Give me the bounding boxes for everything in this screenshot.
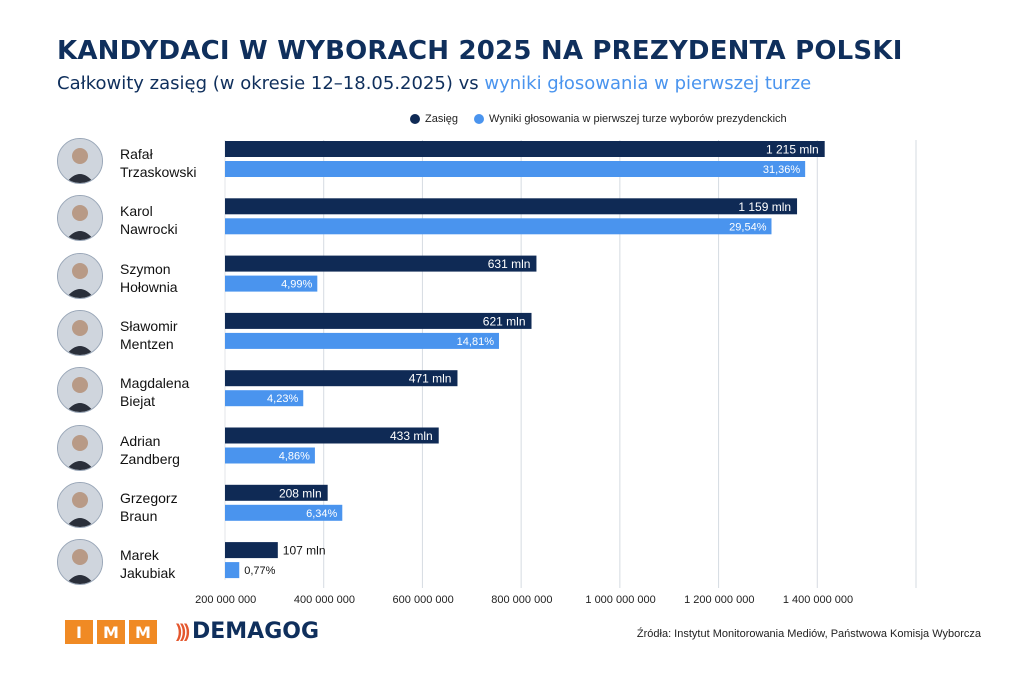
person-photo-icon: [57, 367, 103, 414]
votes-data-label: 29,54%: [729, 221, 767, 233]
candidate-last-name: Mentzen: [120, 335, 174, 352]
subtitle-highlight: wyniki głosowania w pierwszej turze: [484, 73, 812, 94]
reach-bar: [225, 312, 532, 329]
candidate-first-name: Rafał: [120, 146, 153, 162]
votes-data-label: 4,23%: [267, 393, 298, 405]
candidate-last-name: Zandberg: [120, 450, 180, 467]
person-photo-icon: [57, 252, 103, 299]
reach-data-label: 471 mln: [409, 372, 452, 386]
candidate-last-name: Trzaskowski: [120, 164, 197, 180]
x-tick-label: 400 000 000: [294, 594, 355, 606]
x-tick-label: 200 000 000: [195, 594, 256, 606]
demagog-logo: ))) DEMAGOG: [176, 619, 319, 644]
legend-label-reach: Zasięg: [425, 113, 459, 125]
candidate-last-name: Nawrocki: [120, 221, 178, 238]
imm-logo-letter: I: [65, 620, 93, 644]
person-photo-icon: [57, 309, 103, 356]
votes-data-label: 0,77%: [244, 565, 275, 577]
demagog-wordmark: DEMAGOG: [191, 619, 320, 644]
candidate-name: Marek Jakubiak: [120, 546, 230, 582]
imm-logo-letter: M: [129, 620, 157, 644]
votes-bar: [225, 161, 806, 177]
reach-data-label: 433 mln: [390, 429, 433, 443]
person-photo-icon: [57, 138, 103, 184]
votes-bar: [225, 447, 315, 464]
candidate-first-name: Grzegorz: [120, 489, 178, 506]
reach-data-label: 208 mln: [279, 486, 322, 500]
votes-data-label: 6,34%: [306, 508, 337, 520]
reach-data-label: 107 mln: [283, 544, 326, 558]
candidate-name: Adrian Zandberg: [120, 432, 230, 468]
reach-bar: [225, 255, 537, 272]
candidate-name: Grzegorz Braun: [120, 489, 230, 525]
votes-data-label: 31,36%: [763, 164, 801, 176]
reach-data-label: 631 mln: [488, 257, 531, 271]
reach-bar: [225, 370, 458, 387]
votes-bar: [225, 390, 304, 407]
imm-logo: I M M: [65, 620, 157, 644]
votes-data-label: 4,86%: [279, 451, 310, 463]
reach-data-label: 1 159 mln: [738, 200, 791, 214]
votes-bar: [225, 504, 343, 521]
votes-data-label: 14,81%: [457, 336, 495, 348]
chart-title: KANDYDACI W WYBORACH 2025 NA PREZYDENTA …: [57, 36, 903, 66]
votes-data-label: 4,99%: [281, 279, 312, 291]
source-note: Źródła: Instytut Monitorowania Mediów, P…: [636, 628, 981, 640]
candidate-first-name: Szymon: [120, 260, 171, 277]
reach-bar: [225, 484, 328, 501]
imm-logo-letter: M: [97, 620, 125, 644]
reach-data-label: 1 215 mln: [766, 143, 819, 157]
legend-swatch-reach: [410, 114, 420, 124]
candidate-last-name: Hołownia: [120, 278, 178, 295]
person-photo-icon: [57, 424, 103, 471]
candidate-last-name: Braun: [120, 507, 158, 524]
candidate-last-name: Biejat: [120, 393, 156, 410]
candidate-first-name: Adrian: [120, 432, 161, 449]
person-photo-icon: [57, 481, 103, 528]
reach-bar: [225, 542, 278, 559]
x-tick-label: 1 000 000 000: [585, 594, 655, 606]
x-tick-label: 1 400 000 000: [783, 594, 853, 606]
legend: Zasięg Wyniki głosowania w pierwszej tur…: [410, 113, 803, 125]
person-photo-icon: [57, 195, 103, 242]
reach-bar: [225, 141, 825, 157]
candidate-name: Karol Nawrocki: [120, 202, 230, 238]
subtitle-main: Całkowity zasięg (w okresie 12–18.05.202…: [57, 73, 485, 94]
x-tick-label: 600 000 000: [393, 594, 454, 606]
x-tick-label: 1 200 000 000: [684, 594, 754, 606]
candidate-first-name: Marek: [120, 547, 159, 564]
votes-bar: [225, 332, 499, 349]
candidate-first-name: Sławomir: [120, 317, 178, 334]
legend-item-reach: Zasięg: [410, 113, 458, 125]
signal-waves-icon: ))): [176, 621, 190, 641]
candidate-name: Szymon Hołownia: [120, 260, 230, 296]
votes-bar: [225, 562, 240, 579]
legend-swatch-votes: [474, 114, 485, 124]
reach-bar: [225, 198, 798, 215]
legend-label-votes: Wyniki głosowania w pierwszej turze wybo…: [489, 113, 787, 125]
candidate-name: Rafał Trzaskowski: [120, 145, 230, 181]
x-tick-label: 800 000 000: [491, 594, 552, 606]
chart-subtitle: Całkowity zasięg (w okresie 12–18.05.202…: [57, 73, 811, 94]
legend-item-votes: Wyniki głosowania w pierwszej turze wybo…: [474, 113, 787, 125]
candidate-last-name: Jakubiak: [120, 565, 176, 582]
candidate-first-name: Karol: [120, 203, 153, 220]
reach-data-label: 621 mln: [483, 314, 526, 328]
votes-bar: [225, 275, 318, 292]
candidate-name: Sławomir Mentzen: [120, 317, 230, 353]
candidate-first-name: Magdalena: [120, 375, 190, 392]
person-photo-icon: [57, 539, 103, 586]
reach-bar: [225, 427, 439, 444]
votes-bar: [225, 218, 772, 235]
candidate-name: Magdalena Biejat: [120, 374, 230, 410]
